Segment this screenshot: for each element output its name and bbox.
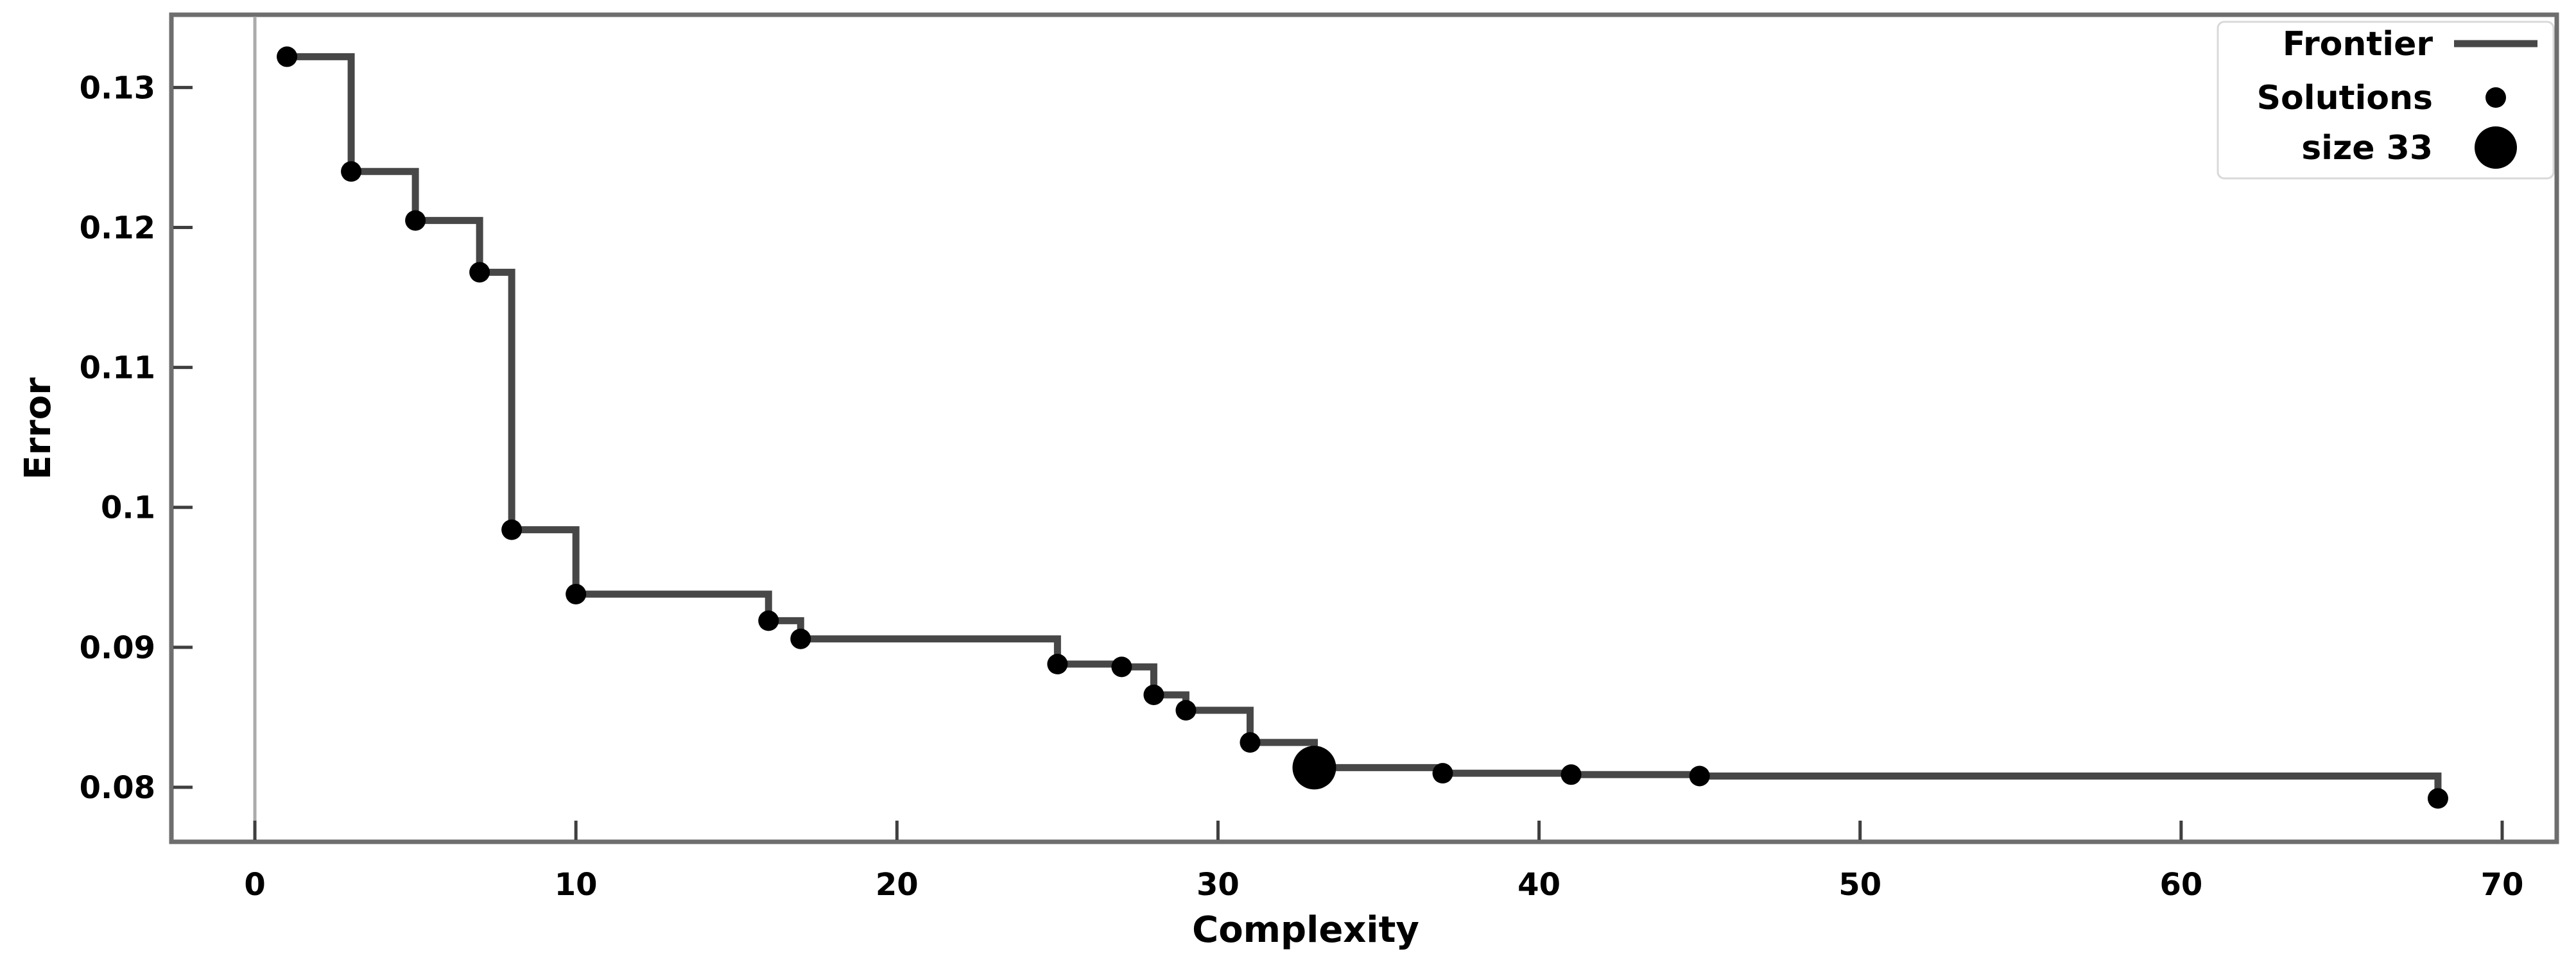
solution-point bbox=[790, 628, 811, 649]
solution-point bbox=[2427, 788, 2448, 809]
solution-point bbox=[1047, 654, 1068, 675]
y-tick-label: 0.11 bbox=[80, 350, 155, 386]
size-33-dot-marker bbox=[2475, 126, 2517, 169]
y-tick-label: 0.13 bbox=[80, 70, 155, 106]
legend-row-frontier: Frontier bbox=[2283, 25, 2537, 64]
legend-label-frontier: Frontier bbox=[2283, 25, 2433, 64]
solution-point bbox=[405, 210, 426, 231]
solution-point bbox=[1143, 684, 1164, 705]
solution-point bbox=[1111, 656, 1132, 678]
solution-point bbox=[469, 262, 490, 283]
solution-point bbox=[277, 46, 298, 67]
y-tick-label: 0.08 bbox=[80, 770, 155, 806]
legend-label-size-33: size 33 bbox=[2301, 129, 2433, 167]
solution-point-highlight-size-33 bbox=[1292, 746, 1336, 790]
solution-point bbox=[758, 610, 779, 631]
frontier-step-line bbox=[287, 53, 2442, 799]
y-tick-label: 0.1 bbox=[101, 490, 155, 526]
x-tick-label: 50 bbox=[1838, 867, 1881, 903]
x-tick-label: 30 bbox=[1197, 867, 1240, 903]
y-axis-title: Error bbox=[17, 377, 59, 480]
x-tick-label: 20 bbox=[876, 867, 919, 903]
x-tick-label: 0 bbox=[244, 867, 265, 903]
legend: Frontier Solutions size 33 bbox=[2217, 21, 2555, 180]
x-axis-ticks: 0 10 20 30 40 50 60 70 bbox=[244, 821, 2523, 903]
legend-row-size-33: size 33 bbox=[2301, 126, 2517, 169]
frontier-line-group bbox=[287, 53, 2442, 799]
solution-point bbox=[501, 519, 523, 540]
y-tick-label: 0.12 bbox=[80, 210, 155, 246]
solution-point bbox=[1432, 763, 1453, 784]
solutions-dot-marker bbox=[2485, 87, 2506, 108]
x-tick-label: 40 bbox=[1517, 867, 1560, 903]
y-axis-ticks: 0.08 0.09 0.1 0.11 0.12 0.13 bbox=[80, 70, 193, 806]
solution-point bbox=[1689, 765, 1710, 787]
solution-point bbox=[1240, 732, 1261, 753]
x-tick-label: 60 bbox=[2159, 867, 2202, 903]
solution-point bbox=[1560, 764, 1582, 785]
x-axis-title: Complexity bbox=[1192, 909, 1419, 951]
y-tick-label: 0.09 bbox=[80, 630, 155, 666]
solution-point bbox=[341, 161, 362, 182]
plot-area-border bbox=[169, 12, 2559, 844]
solution-point bbox=[566, 583, 587, 604]
legend-box bbox=[2217, 21, 2555, 180]
legend-label-solutions: Solutions bbox=[2257, 79, 2433, 117]
solution-points-group bbox=[277, 46, 2448, 809]
solution-point bbox=[1175, 699, 1197, 721]
x-tick-label: 70 bbox=[2481, 867, 2524, 903]
x-tick-label: 10 bbox=[555, 867, 598, 903]
legend-row-solutions: Solutions bbox=[2257, 79, 2506, 117]
